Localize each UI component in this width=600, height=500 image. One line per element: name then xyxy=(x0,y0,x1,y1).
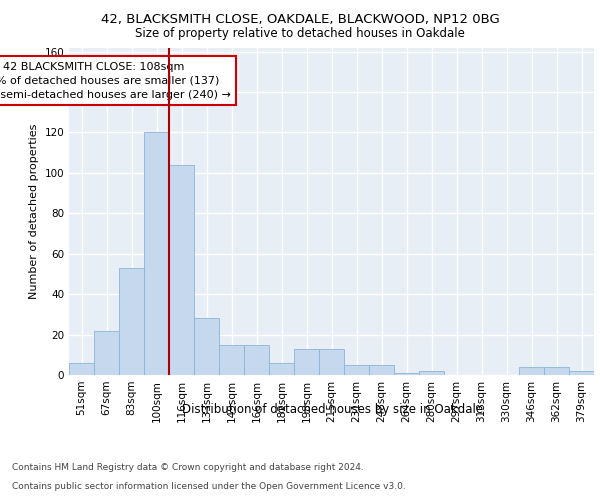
Bar xyxy=(519,367,544,375)
Bar xyxy=(69,363,94,375)
Bar xyxy=(119,268,144,375)
Text: Contains public sector information licensed under the Open Government Licence v3: Contains public sector information licen… xyxy=(12,482,406,491)
Bar xyxy=(244,344,269,375)
Bar xyxy=(369,365,394,375)
Bar xyxy=(194,318,219,375)
Bar xyxy=(169,165,194,375)
Text: Distribution of detached houses by size in Oakdale: Distribution of detached houses by size … xyxy=(182,402,484,415)
Bar xyxy=(319,348,344,375)
Bar xyxy=(419,371,444,375)
Bar xyxy=(219,344,244,375)
Bar xyxy=(269,363,294,375)
Bar xyxy=(394,373,419,375)
Text: 42 BLACKSMITH CLOSE: 108sqm
← 36% of detached houses are smaller (137)
63% of se: 42 BLACKSMITH CLOSE: 108sqm ← 36% of det… xyxy=(0,62,230,100)
Bar xyxy=(294,348,319,375)
Bar xyxy=(344,365,369,375)
Bar xyxy=(544,367,569,375)
Bar xyxy=(569,371,594,375)
Bar xyxy=(144,132,169,375)
Bar xyxy=(94,330,119,375)
Text: 42, BLACKSMITH CLOSE, OAKDALE, BLACKWOOD, NP12 0BG: 42, BLACKSMITH CLOSE, OAKDALE, BLACKWOOD… xyxy=(101,12,499,26)
Text: Size of property relative to detached houses in Oakdale: Size of property relative to detached ho… xyxy=(135,28,465,40)
Y-axis label: Number of detached properties: Number of detached properties xyxy=(29,124,39,299)
Text: Contains HM Land Registry data © Crown copyright and database right 2024.: Contains HM Land Registry data © Crown c… xyxy=(12,464,364,472)
